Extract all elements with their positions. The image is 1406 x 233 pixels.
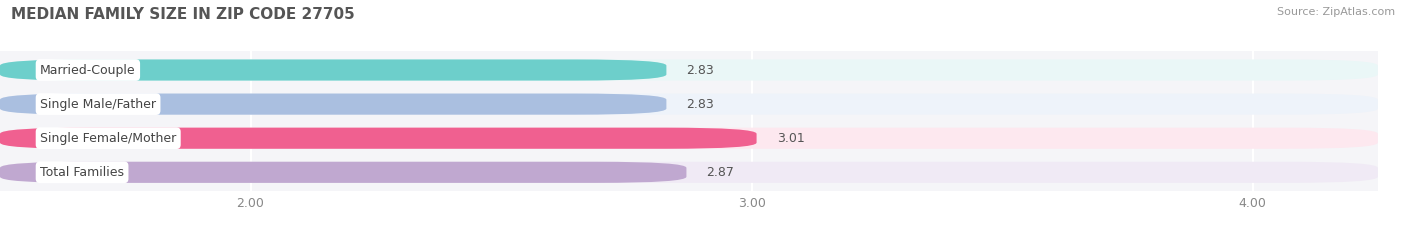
Text: 2.87: 2.87: [706, 166, 734, 179]
Text: Source: ZipAtlas.com: Source: ZipAtlas.com: [1277, 7, 1395, 17]
FancyBboxPatch shape: [0, 93, 666, 115]
FancyBboxPatch shape: [0, 128, 756, 149]
FancyBboxPatch shape: [0, 59, 666, 81]
FancyBboxPatch shape: [0, 93, 1378, 115]
Text: MEDIAN FAMILY SIZE IN ZIP CODE 27705: MEDIAN FAMILY SIZE IN ZIP CODE 27705: [11, 7, 354, 22]
Text: Married-Couple: Married-Couple: [41, 64, 136, 76]
FancyBboxPatch shape: [0, 128, 1378, 149]
Text: 3.01: 3.01: [776, 132, 804, 145]
Text: 2.83: 2.83: [686, 98, 714, 111]
Text: Single Female/Mother: Single Female/Mother: [41, 132, 176, 145]
FancyBboxPatch shape: [0, 162, 1378, 183]
FancyBboxPatch shape: [0, 59, 1378, 81]
Text: Total Families: Total Families: [41, 166, 124, 179]
FancyBboxPatch shape: [0, 162, 686, 183]
Text: 2.83: 2.83: [686, 64, 714, 76]
Text: Single Male/Father: Single Male/Father: [41, 98, 156, 111]
